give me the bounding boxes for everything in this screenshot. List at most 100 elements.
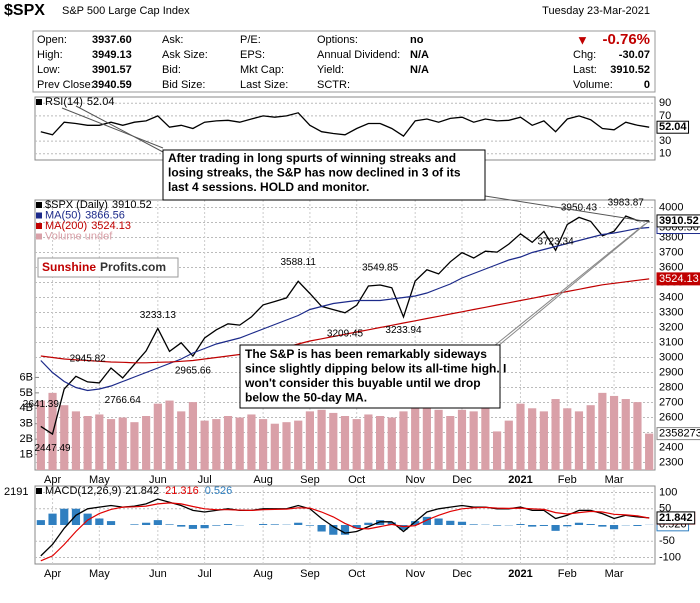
y2-tick-label: 6B xyxy=(20,371,33,383)
value-tag-box xyxy=(656,272,700,286)
quote-value: N/A xyxy=(410,49,429,61)
x-tick-label: Sep xyxy=(300,474,320,486)
x-tick-label: 2021 xyxy=(508,474,532,486)
legend-swatch xyxy=(36,233,42,240)
pointer xyxy=(484,195,651,223)
price-annotation: 2965.66 xyxy=(175,365,212,376)
y2-tick-label: 3B xyxy=(20,418,33,430)
change-label: Chg: xyxy=(573,49,596,61)
bar xyxy=(352,525,361,529)
pointer xyxy=(75,105,164,153)
pointer xyxy=(493,223,646,347)
x-tick-label: Feb xyxy=(558,474,577,486)
price-annotation: 3983.87 xyxy=(608,198,645,209)
x-tick-label: Aug xyxy=(253,474,273,486)
bar xyxy=(165,400,174,470)
x-tick-label: Mar xyxy=(605,568,624,580)
bar xyxy=(270,524,279,525)
price-annotation: 3209.45 xyxy=(327,329,364,340)
bar xyxy=(411,402,420,470)
comment-line: won't consider this buyable until we dro… xyxy=(244,376,481,390)
y-tick-label: 3800 xyxy=(659,231,683,243)
bar xyxy=(621,399,630,470)
comment-line: losing streaks, the S&P has now declined… xyxy=(168,166,461,180)
legend-value: 3524.13 xyxy=(91,220,131,232)
y-tick-label: 2700 xyxy=(659,396,683,408)
legend-value: 0.526 xyxy=(205,485,233,497)
y-tick-label: 3600 xyxy=(659,261,683,273)
price-annotation: 3233.94 xyxy=(385,325,422,336)
quote-label: Annual Dividend: xyxy=(317,49,400,61)
y-tick-label: 3200 xyxy=(659,321,683,333)
x-tick-label: Jun xyxy=(149,474,167,486)
quote-label: Options: xyxy=(317,34,358,46)
bar xyxy=(106,521,116,525)
legend-swatch xyxy=(36,202,42,208)
x-tick-label: Dec xyxy=(452,568,472,580)
legend-swatch xyxy=(36,488,42,494)
comment-line: last 4 sessions. HOLD and monitor. xyxy=(168,180,369,194)
bar xyxy=(539,525,548,526)
y2-tick-label: 4B xyxy=(20,402,33,414)
bar xyxy=(153,403,162,470)
y-tick-label: 2300 xyxy=(659,456,683,468)
comment-layer xyxy=(37,105,651,409)
value-tag: 3524.13 xyxy=(659,273,699,285)
bar xyxy=(633,525,642,526)
bar xyxy=(352,419,361,470)
bar xyxy=(434,409,443,470)
line xyxy=(40,498,650,557)
bar xyxy=(586,524,595,525)
bar xyxy=(574,411,584,470)
bar xyxy=(294,522,303,525)
bar xyxy=(212,525,221,526)
bar xyxy=(539,411,548,470)
bar xyxy=(492,431,502,470)
bar xyxy=(142,416,151,470)
y-tick-label: 90 xyxy=(659,97,671,109)
line xyxy=(40,226,650,392)
quote-label: Bid Size: xyxy=(162,79,205,91)
y2-tick-label: 2B xyxy=(20,433,33,445)
bar xyxy=(165,524,174,525)
legend-name: MA(50) xyxy=(45,209,81,221)
change-value: 3910.52 xyxy=(610,64,650,76)
price-annotation: 2447.49 xyxy=(34,443,71,454)
value-tag: 52.04 xyxy=(659,121,687,133)
bar xyxy=(399,525,408,530)
quote-box xyxy=(32,30,656,93)
bar xyxy=(48,513,57,525)
bar xyxy=(305,411,314,470)
bar xyxy=(469,411,478,470)
bar xyxy=(563,408,572,470)
legend-name: MACD(12,26,9) xyxy=(45,485,121,497)
bar xyxy=(609,395,619,470)
bar xyxy=(188,402,198,470)
price-annotation: 2945.82 xyxy=(70,353,107,364)
pointer xyxy=(61,107,164,149)
comment-line: After trading in long spurts of winning … xyxy=(168,151,456,165)
quote-label: Mkt Cap: xyxy=(240,64,284,76)
bar xyxy=(83,416,92,470)
comment-line: The S&P is has been remarkably sideways xyxy=(245,347,487,361)
bar xyxy=(200,525,209,529)
bar xyxy=(130,422,139,470)
legend-name: MA(200) xyxy=(45,220,87,232)
bar xyxy=(340,416,350,470)
y-tick-label: 3400 xyxy=(659,291,683,303)
bar xyxy=(387,417,396,470)
x-tick-label: Jul xyxy=(198,474,212,486)
bar xyxy=(364,522,373,525)
bar xyxy=(106,419,116,470)
bar xyxy=(36,400,45,470)
bar xyxy=(200,420,209,470)
bar xyxy=(574,522,584,525)
bar xyxy=(153,520,162,525)
price-annotation: 3950.43 xyxy=(561,203,598,214)
legend-swatch xyxy=(36,99,42,105)
legend-value: 3910.52 xyxy=(112,199,152,211)
bar xyxy=(329,525,338,535)
bar xyxy=(270,423,279,470)
bar xyxy=(294,420,303,470)
bar xyxy=(177,525,186,527)
